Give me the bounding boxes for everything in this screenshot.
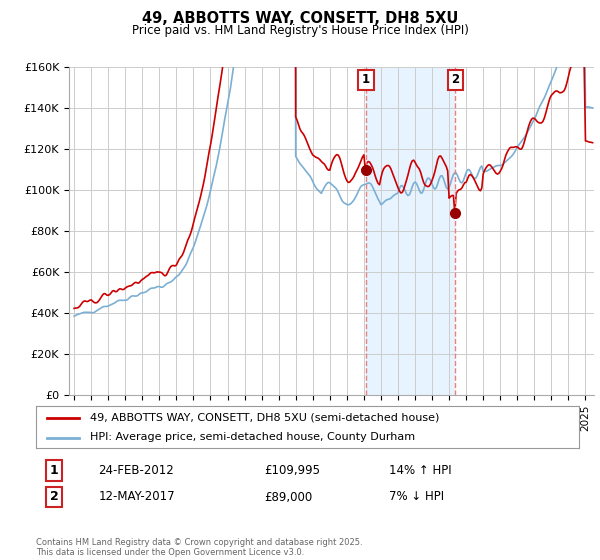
Bar xyxy=(366,67,455,395)
Text: 2: 2 xyxy=(451,73,460,86)
Text: 49, ABBOTTS WAY, CONSETT, DH8 5XU (semi-detached house): 49, ABBOTTS WAY, CONSETT, DH8 5XU (semi-… xyxy=(91,413,440,423)
Text: 7% ↓ HPI: 7% ↓ HPI xyxy=(389,491,444,503)
Text: 2: 2 xyxy=(50,491,58,503)
Text: 49, ABBOTTS WAY, CONSETT, DH8 5XU: 49, ABBOTTS WAY, CONSETT, DH8 5XU xyxy=(142,11,458,26)
Text: £109,995: £109,995 xyxy=(264,464,320,477)
Text: Contains HM Land Registry data © Crown copyright and database right 2025.
This d: Contains HM Land Registry data © Crown c… xyxy=(36,538,362,557)
Text: Price paid vs. HM Land Registry's House Price Index (HPI): Price paid vs. HM Land Registry's House … xyxy=(131,24,469,36)
Text: HPI: Average price, semi-detached house, County Durham: HPI: Average price, semi-detached house,… xyxy=(91,432,415,442)
Text: £89,000: £89,000 xyxy=(264,491,313,503)
Text: 14% ↑ HPI: 14% ↑ HPI xyxy=(389,464,452,477)
Text: 24-FEB-2012: 24-FEB-2012 xyxy=(98,464,174,477)
Text: 12-MAY-2017: 12-MAY-2017 xyxy=(98,491,175,503)
Text: 1: 1 xyxy=(362,73,370,86)
Text: 1: 1 xyxy=(50,464,58,477)
